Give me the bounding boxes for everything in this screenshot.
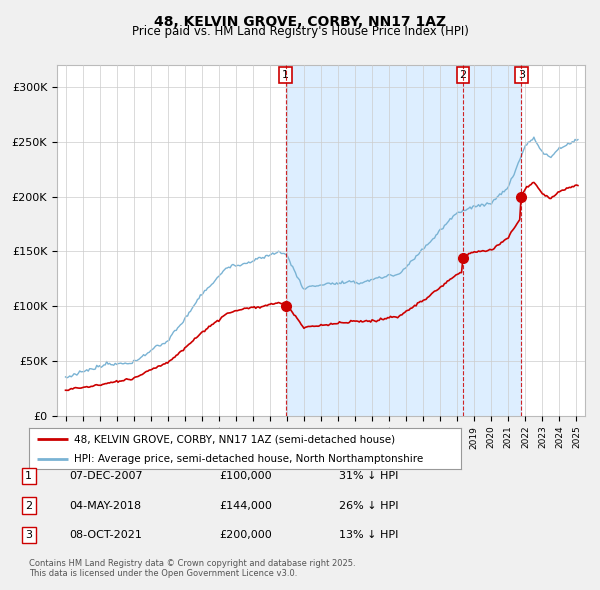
Text: 48, KELVIN GROVE, CORBY, NN17 1AZ (semi-detached house): 48, KELVIN GROVE, CORBY, NN17 1AZ (semi-… (74, 434, 395, 444)
Text: 26% ↓ HPI: 26% ↓ HPI (339, 501, 398, 510)
Text: Contains HM Land Registry data © Crown copyright and database right 2025.: Contains HM Land Registry data © Crown c… (29, 559, 355, 568)
Text: 3: 3 (518, 70, 525, 80)
Text: Price paid vs. HM Land Registry's House Price Index (HPI): Price paid vs. HM Land Registry's House … (131, 25, 469, 38)
Text: 07-DEC-2007: 07-DEC-2007 (69, 471, 143, 481)
Text: 1: 1 (25, 471, 32, 481)
Text: 08-OCT-2021: 08-OCT-2021 (69, 530, 142, 540)
Text: 3: 3 (25, 530, 32, 540)
Text: £200,000: £200,000 (219, 530, 272, 540)
Text: 31% ↓ HPI: 31% ↓ HPI (339, 471, 398, 481)
Text: HPI: Average price, semi-detached house, North Northamptonshire: HPI: Average price, semi-detached house,… (74, 454, 424, 464)
Text: 13% ↓ HPI: 13% ↓ HPI (339, 530, 398, 540)
Text: 48, KELVIN GROVE, CORBY, NN17 1AZ: 48, KELVIN GROVE, CORBY, NN17 1AZ (154, 15, 446, 29)
Text: This data is licensed under the Open Government Licence v3.0.: This data is licensed under the Open Gov… (29, 569, 297, 578)
Bar (286, 65, 521, 416)
Text: £100,000: £100,000 (219, 471, 272, 481)
Text: £144,000: £144,000 (219, 501, 272, 510)
Text: 2: 2 (460, 70, 467, 80)
Text: 04-MAY-2018: 04-MAY-2018 (69, 501, 141, 510)
Text: 2: 2 (25, 501, 32, 510)
Text: 1: 1 (282, 70, 289, 80)
